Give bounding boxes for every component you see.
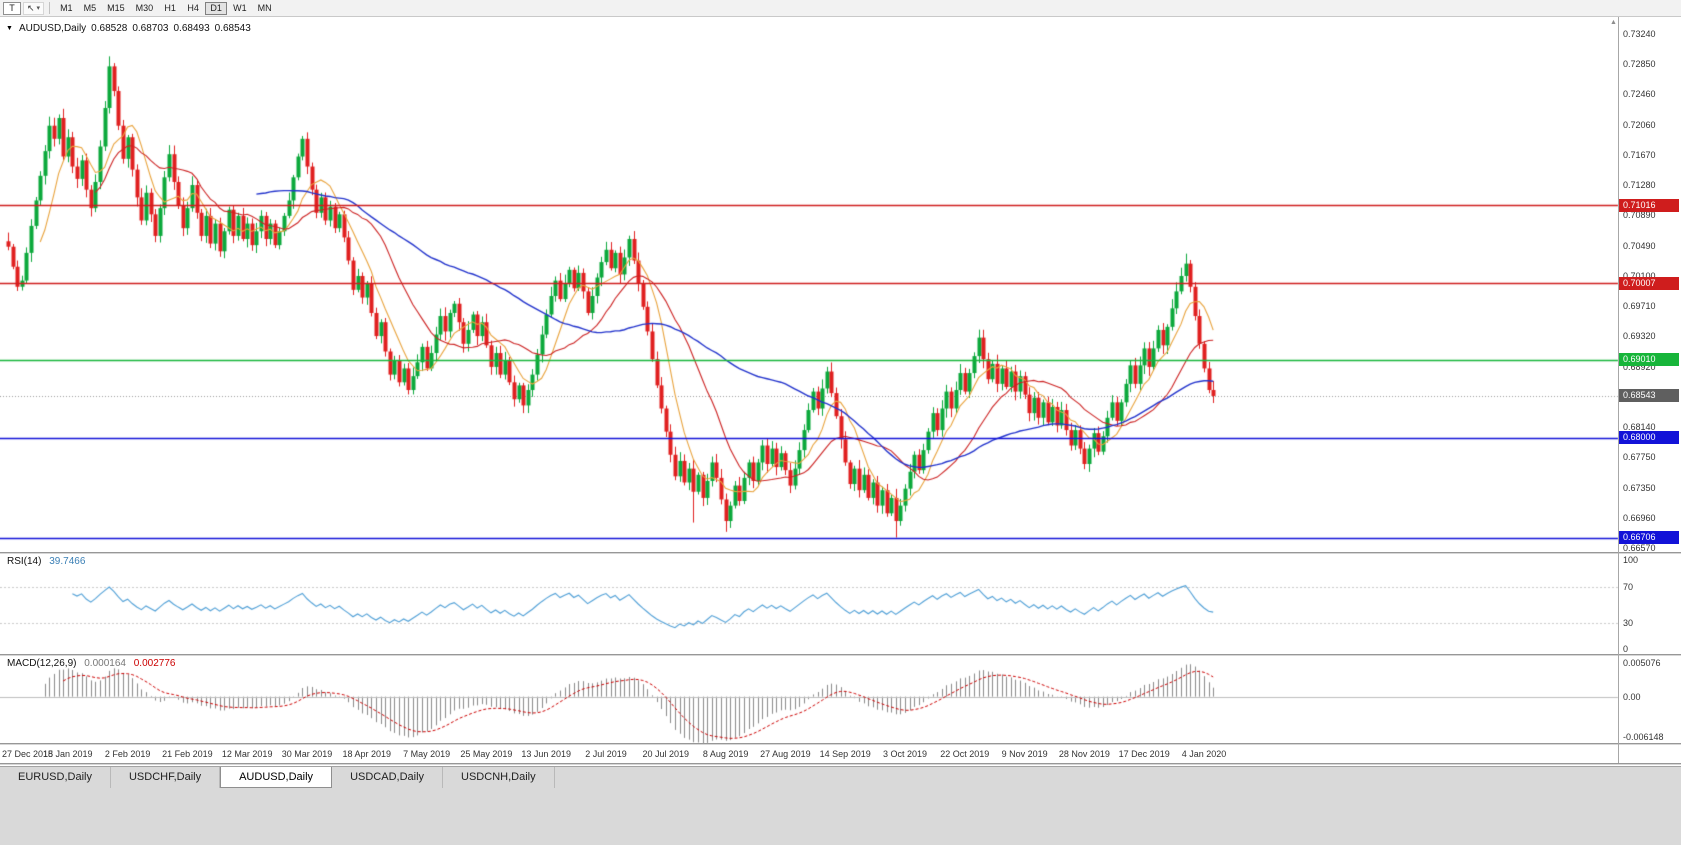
price-tick: 0.67750 (1623, 452, 1656, 463)
price-line-tag: 0.66706 (1619, 531, 1679, 545)
price-tick: 0.73240 (1623, 29, 1656, 39)
chart-tabs: EURUSD,Daily USDCHF,Daily AUDUSD,Daily USDC… (0, 767, 1681, 788)
price-tick: 0.71280 (1623, 180, 1656, 191)
tab-usdcnh[interactable]: USDCNH,Daily (443, 767, 555, 788)
price-tick: 0.72850 (1623, 59, 1656, 70)
timeframe-button-W1[interactable]: W1 (228, 2, 252, 15)
price-line-tag: 0.68000 (1619, 431, 1679, 445)
date-label: 8 Aug 2019 (702, 749, 749, 759)
price-tick: 0.72060 (1623, 119, 1656, 130)
chart-symbol: AUDUSD,Daily (18, 23, 87, 34)
timeframe-button-M30[interactable]: M30 (131, 2, 159, 15)
price-tick: 0.70490 (1623, 240, 1656, 251)
macd-name: MACD(12,26,9) (7, 658, 77, 669)
timeframe-button-M15[interactable]: M15 (102, 2, 130, 15)
timeframe-button-MN[interactable]: MN (253, 2, 277, 15)
date-label: 15 Jan 2019 (43, 749, 93, 759)
timeframe-button-M5[interactable]: M5 (79, 2, 102, 15)
macd-main-value: 0.000164 (84, 658, 126, 669)
price-tick: 0.71670 (1623, 149, 1656, 160)
scroll-up-icon[interactable]: ▲ (1610, 19, 1617, 26)
price-tick: 0.67350 (1623, 482, 1656, 493)
top-toolbar: T ↖ ▾ M1 M5 M15 M30 H1 H4 D1 W1 MN (0, 0, 1681, 17)
chart-canvas[interactable] (0, 0, 1681, 765)
price-line-tag: 0.70007 (1619, 276, 1679, 290)
price-line-tag: 0.69010 (1619, 353, 1679, 367)
date-label: 18 Apr 2019 (342, 749, 392, 759)
date-label: 12 Mar 2019 (221, 749, 273, 759)
timeframe-toolbar: M1 M5 M15 M30 H1 H4 D1 W1 MN (55, 1, 277, 15)
date-label: 27 Aug 2019 (760, 749, 811, 759)
rsi-pane-label: RSI(14) 39.7466 (7, 556, 85, 567)
price-tick: 0.66570 (1623, 543, 1656, 553)
macd-tick: 0.005076 (1623, 658, 1661, 668)
price-tick: 0.72460 (1623, 89, 1656, 100)
price-tick: 0.69320 (1623, 331, 1656, 342)
tab-usdchf[interactable]: USDCHF,Daily (110, 767, 221, 788)
rsi-value: 39.7466 (49, 556, 86, 567)
price-tick: 0.70100 (1623, 271, 1656, 281)
price-tick: 0.68140 (1623, 422, 1656, 432)
chart-tab-bar: EURUSD,Daily USDCHF,Daily AUDUSD,Daily USDC… (0, 766, 1681, 845)
rsi-name: RSI(14) (7, 556, 42, 567)
price-tick: 0.70890 (1623, 210, 1656, 221)
chevron-down-icon: ▾ (36, 5, 41, 12)
chart-title: ▼ AUDUSD,Daily 0.68528 0.68703 0.68493 0… (6, 23, 251, 34)
date-label: 22 Oct 2019 (940, 749, 990, 759)
pane-separator[interactable] (0, 552, 1681, 554)
date-label: 17 Dec 2019 (1118, 749, 1170, 759)
template-button[interactable]: T (3, 1, 21, 15)
price-tick: 0.69710 (1623, 301, 1656, 312)
collapse-arrow-icon: ▼ (6, 25, 13, 32)
rsi-tick: 30 (1623, 618, 1634, 628)
rsi-tick: 100 (1623, 555, 1639, 565)
cursor-tool-button[interactable]: ↖ ▾ (23, 1, 45, 15)
timeframe-button-H4[interactable]: H4 (182, 2, 204, 15)
price-axis-border (1618, 17, 1619, 763)
timeframe-button-D1[interactable]: D1 (205, 1, 228, 15)
macd-signal-value: 0.002776 (133, 658, 176, 669)
date-label: 25 May 2019 (460, 749, 513, 759)
tab-audusd[interactable]: AUDUSD,Daily (220, 767, 333, 788)
date-label: 7 May 2019 (403, 749, 451, 759)
ohlc-close: 0.68543 (214, 23, 251, 34)
date-label: 4 Jan 2020 (1181, 749, 1227, 759)
ohlc-high: 0.68703 (132, 23, 169, 34)
tab-eurusd[interactable]: EURUSD,Daily (0, 767, 111, 788)
price-tick: 0.68920 (1623, 361, 1656, 372)
date-label: 21 Feb 2019 (162, 749, 213, 759)
timeframe-button-M1[interactable]: M1 (55, 2, 78, 15)
date-label: 28 Nov 2019 (1058, 749, 1110, 759)
date-label: 9 Nov 2019 (1001, 749, 1048, 759)
rsi-tick: 0 (1623, 644, 1629, 654)
timeframe-button-H1[interactable]: H1 (159, 2, 181, 15)
date-label: 20 Jul 2019 (642, 749, 690, 759)
date-label: 14 Sep 2019 (819, 749, 871, 759)
price-tick: 0.66960 (1623, 512, 1656, 523)
ohlc-low: 0.68493 (173, 23, 210, 34)
date-label: 2 Jul 2019 (585, 749, 627, 759)
window-bottom-edge (0, 763, 1681, 765)
toolbar-separator (49, 2, 51, 14)
cursor-tool-icon: ↖ (27, 2, 35, 13)
macd-tick: -0.006148 (1623, 732, 1664, 742)
current-price-tag: 0.68543 (1619, 389, 1679, 403)
price-line-tag: 0.71016 (1619, 198, 1679, 212)
date-label: 2 Feb 2019 (104, 749, 151, 759)
date-label: 27 Dec 2018 (2, 749, 54, 759)
macd-tick: 0.00 (1623, 691, 1641, 702)
rsi-tick: 70 (1623, 582, 1634, 592)
pane-separator (0, 743, 1681, 745)
pane-separator[interactable] (0, 654, 1681, 656)
date-label: 13 Jun 2019 (521, 749, 571, 759)
tab-usdcad[interactable]: USDCAD,Daily (332, 767, 444, 788)
date-label: 30 Mar 2019 (281, 749, 333, 759)
date-label: 3 Oct 2019 (882, 749, 928, 759)
ohlc-open: 0.68528 (91, 23, 128, 34)
macd-pane-label: MACD(12,26,9) 0.000164 0.002776 (7, 658, 175, 669)
